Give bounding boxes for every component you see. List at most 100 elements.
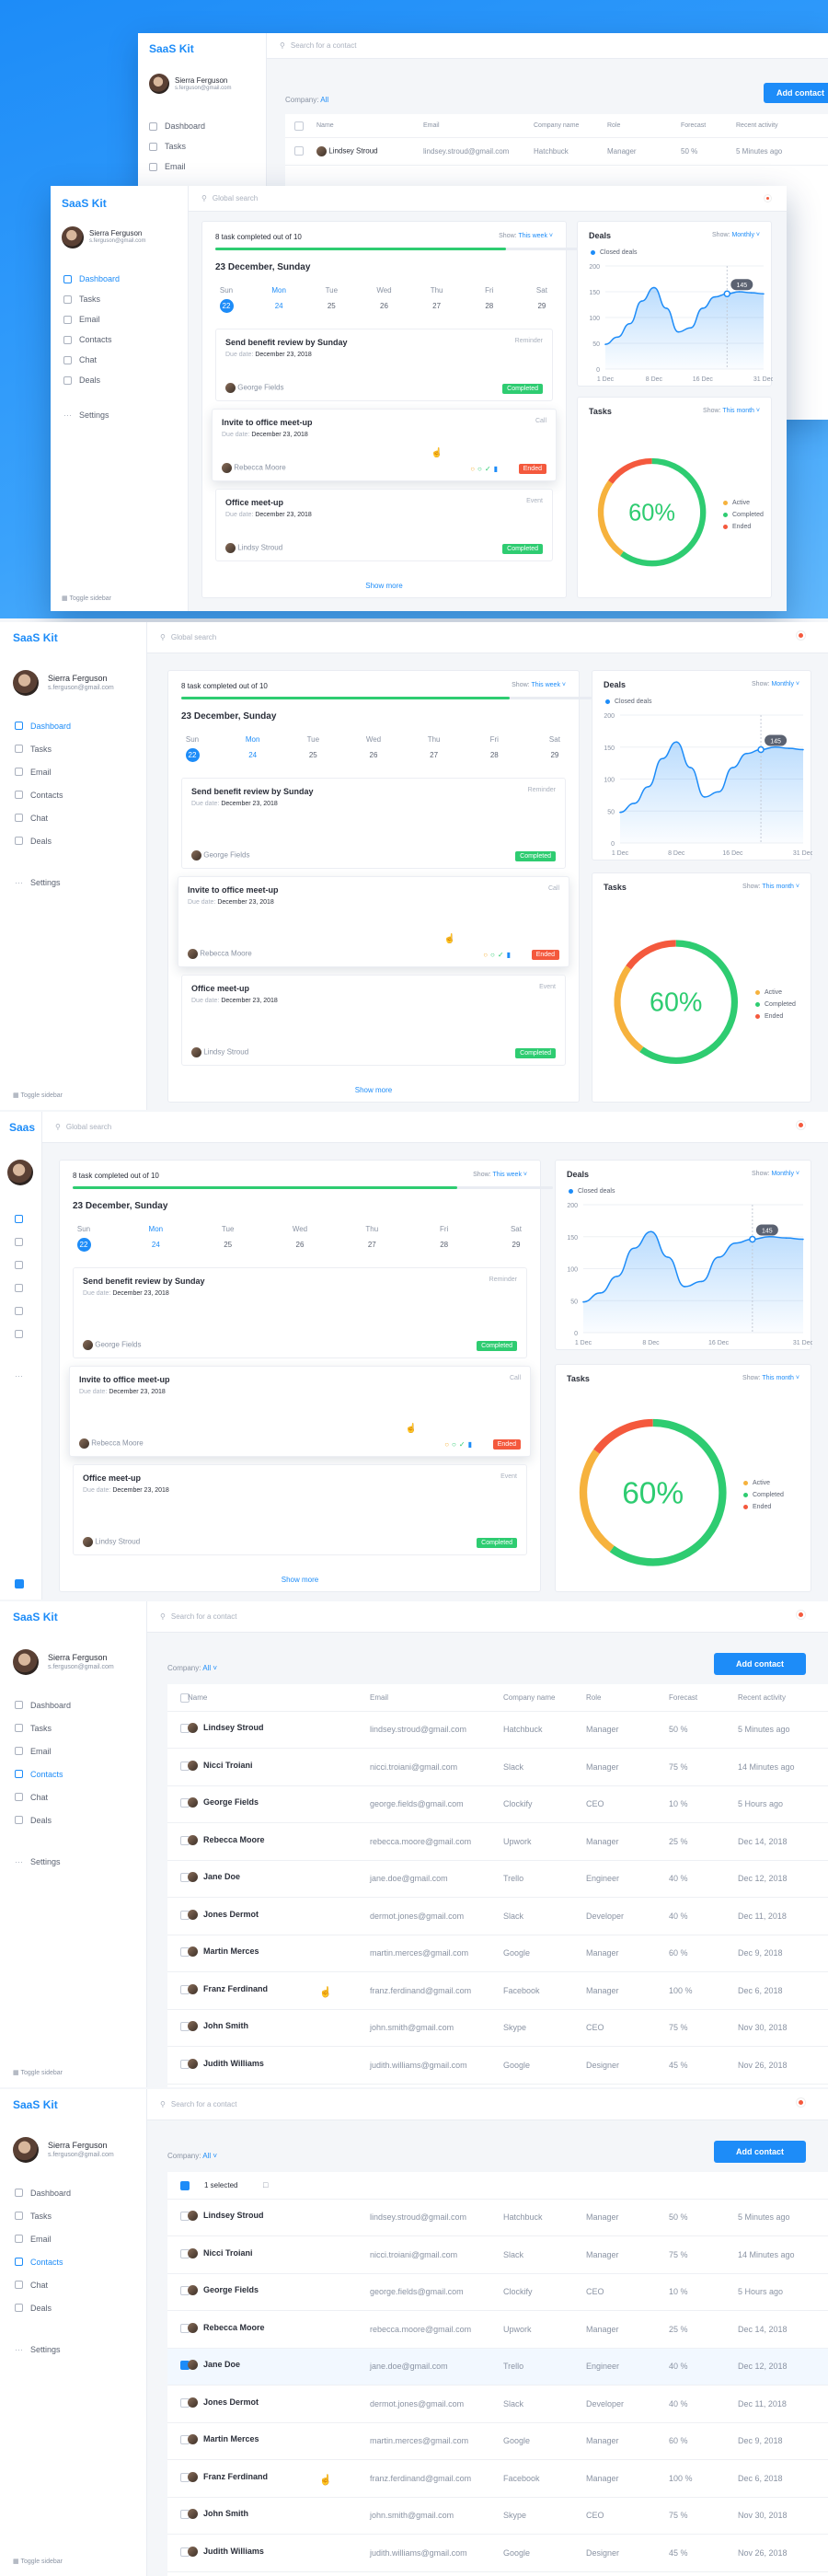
hover-point[interactable] <box>723 290 731 297</box>
add-contact-button[interactable]: Add contact <box>764 83 828 103</box>
day-thu[interactable]: Thu 27 <box>365 1225 379 1249</box>
notification-dot[interactable] <box>797 2098 805 2107</box>
sidebar-item-settings[interactable]: ··· Settings <box>63 410 109 420</box>
sidebar-item-dashboard[interactable]: Dashboard <box>149 116 205 136</box>
add-contact-button[interactable]: Add contact <box>714 2141 806 2163</box>
sidebar-item-contacts[interactable] <box>15 1276 23 1300</box>
delete-icon[interactable]: ▮ <box>493 465 500 473</box>
sidebar-item-tasks[interactable] <box>15 1230 23 1253</box>
day-sat[interactable]: Sat 29 <box>535 286 547 310</box>
search-input[interactable]: Search for a contact <box>170 1612 237 1621</box>
table-row[interactable]: Martin Merces martin.merces@gmail.com Goog… <box>167 1935 828 1972</box>
sidebar-item-dashboard[interactable]: Dashboard <box>63 269 120 289</box>
sidebar-item-email[interactable]: Email <box>63 309 120 329</box>
avatar[interactable] <box>62 226 84 248</box>
table-row[interactable]: John Smith john.smith@gmail.com Skype CEO 75… <box>167 2498 828 2535</box>
task-item[interactable]: Office meet-up Event Due date: December 23… <box>73 1464 527 1555</box>
check-icon[interactable]: ✓ <box>497 951 507 959</box>
sidebar-item-email[interactable] <box>15 1253 23 1276</box>
column-header[interactable]: Email <box>370 1693 389 1702</box>
day-tue[interactable]: Tue 25 <box>306 735 320 759</box>
table-row[interactable]: Jane Doe jane.doe@gmail.com Trello Engineer… <box>167 2349 828 2385</box>
deals-chart[interactable]: 0 50 100 150 200 1 Dec 8 Dec 16 Dec 31 Dec 145 <box>578 259 773 384</box>
task-item[interactable]: Send benefit review by Sunday Reminder Due… <box>73 1267 527 1358</box>
table-row[interactable]: Nicci Troiani nicci.troiani@gmail.com Slac… <box>167 2237 828 2274</box>
sidebar-item-contacts[interactable]: Contacts <box>15 1762 71 1785</box>
day-mon[interactable]: Mon 24 <box>245 735 260 759</box>
avatar[interactable] <box>13 1649 39 1675</box>
sidebar-item-chat[interactable]: Chat <box>15 2273 71 2296</box>
task-item[interactable]: Invite to office meet-up Call Due date: De… <box>212 409 557 481</box>
more-icon[interactable]: ··· <box>15 1370 23 1380</box>
circle-icon[interactable]: ○ <box>444 1440 453 1449</box>
select-all-checkbox[interactable] <box>180 1693 190 1703</box>
day-tue[interactable]: Tue 25 <box>325 286 339 310</box>
search-input[interactable]: Global search <box>212 194 259 202</box>
deals-period-filter[interactable]: Show: Monthly ˅ <box>712 232 760 238</box>
day-wed[interactable]: Wed 26 <box>365 735 382 759</box>
day-tue[interactable]: Tue 25 <box>221 1225 235 1249</box>
delete-icon[interactable]: ▮ <box>467 1440 475 1449</box>
sidebar-item-chat[interactable]: Chat <box>63 350 120 370</box>
task-item[interactable]: Send benefit review by Sunday Reminder Due… <box>215 329 553 401</box>
table-row[interactable]: Jones Dermot dermot.jones@gmail.com Slack D… <box>167 2386 828 2423</box>
column-header[interactable]: Role <box>586 1693 602 1702</box>
sidebar-item-dashboard[interactable]: Dashboard <box>15 1693 71 1716</box>
table-row[interactable]: Rebecca Moore rebecca.moore@gmail.com Upwo… <box>167 1824 828 1861</box>
company-filter[interactable]: Company: All ˅ <box>167 1664 218 1672</box>
table-row[interactable]: George Fields george.fields@gmail.com Cloc… <box>167 1786 828 1823</box>
table-row[interactable]: Martin Merces martin.merces@gmail.com Goog… <box>167 2423 828 2460</box>
sidebar-item-chat[interactable]: Chat <box>15 806 71 829</box>
column-header[interactable]: Forecast <box>669 1693 698 1702</box>
donut-period-filter[interactable]: Show: This month ˅ <box>742 884 799 890</box>
sidebar-item-email[interactable]: Email <box>15 2227 71 2250</box>
sidebar-item-contacts[interactable]: Contacts <box>15 783 71 806</box>
task-item[interactable]: Office meet-up Event Due date: December 23… <box>215 489 553 561</box>
task-item[interactable]: Office meet-up Event Due date: December 23… <box>181 975 566 1066</box>
task-item[interactable]: Send benefit review by Sunday Reminder Due… <box>181 778 566 869</box>
sidebar-item-contacts[interactable]: Contacts <box>63 329 120 350</box>
sidebar-item-tasks[interactable]: Tasks <box>15 737 71 760</box>
sidebar-item-contacts[interactable]: Contacts <box>15 2250 71 2273</box>
toggle-sidebar-button[interactable]: ▦ Toggle sidebar <box>13 1092 63 1099</box>
hover-point[interactable] <box>749 1235 756 1243</box>
day-fri[interactable]: Fri 28 <box>439 1225 449 1249</box>
circle-icon[interactable]: ○ <box>477 465 485 473</box>
circle-icon[interactable]: ○ <box>490 951 498 959</box>
show-more-link[interactable]: Show more <box>281 1576 319 1584</box>
table-row[interactable]: Franz Ferdinand franz.ferdinand@gmail.com… <box>167 1973 828 2010</box>
week-filter[interactable]: Show: This week ˅ <box>499 233 553 239</box>
sidebar-item-deals[interactable] <box>15 1323 23 1346</box>
sidebar-item-dashboard[interactable] <box>15 1207 23 1230</box>
circle-icon[interactable]: ○ <box>470 465 478 473</box>
toggle-sidebar-button[interactable]: ▦ Toggle sidebar <box>13 2070 63 2076</box>
search-input[interactable]: Search for a contact <box>290 41 357 50</box>
sidebar-item-tasks[interactable]: Tasks <box>15 1716 71 1739</box>
search-input[interactable]: Global search <box>170 633 217 641</box>
sidebar-item-dashboard[interactable]: Dashboard <box>15 714 71 737</box>
avatar[interactable] <box>7 1160 33 1185</box>
table-row[interactable]: Judith Williams judith.williams@gmail.com… <box>167 2048 828 2085</box>
table-row[interactable]: Lindsey Stroud lindsey.stroud@gmail.com … <box>285 138 828 166</box>
day-wed[interactable]: Wed 26 <box>292 1225 308 1249</box>
sidebar-item-email[interactable]: Email <box>149 156 205 177</box>
table-row[interactable]: Nicci Troiani nicci.troiani@gmail.com Slac… <box>167 1750 828 1786</box>
toggle-sidebar-button[interactable]: ▦ Toggle sidebar <box>62 595 111 602</box>
column-header[interactable]: Company name <box>503 1693 556 1702</box>
search-input[interactable]: Search for a contact <box>170 2100 237 2108</box>
avatar[interactable] <box>13 670 39 696</box>
search-input[interactable]: Global search <box>65 1123 112 1131</box>
toggle-sidebar-icon[interactable] <box>15 1579 24 1588</box>
row-checkbox[interactable] <box>294 146 304 156</box>
hover-point[interactable] <box>757 745 765 754</box>
day-fri[interactable]: Fri 28 <box>489 735 499 759</box>
day-sun[interactable]: Sun 22 <box>181 735 203 767</box>
day-sat[interactable]: Sat 29 <box>548 735 560 759</box>
donut-period-filter[interactable]: Show: This month ˅ <box>703 408 760 414</box>
table-row[interactable]: Franz Ferdinand franz.ferdinand@gmail.com… <box>167 2461 828 2498</box>
day-mon[interactable]: Mon 24 <box>271 286 286 310</box>
toggle-sidebar-button[interactable]: ▦ Toggle sidebar <box>13 2559 63 2565</box>
column-header[interactable]: Recent activity <box>738 1693 787 1702</box>
column-header[interactable]: Name <box>188 1693 208 1702</box>
day-sun[interactable]: Sun 22 <box>73 1225 95 1256</box>
